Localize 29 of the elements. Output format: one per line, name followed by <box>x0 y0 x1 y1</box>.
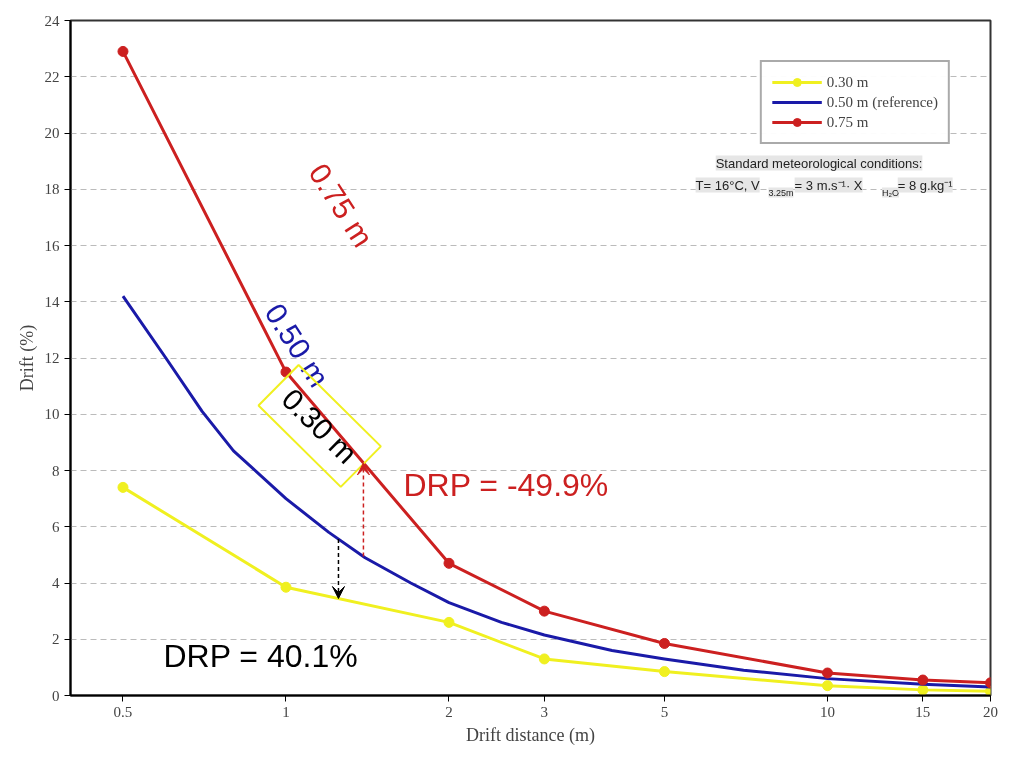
y-tick-label: 6 <box>52 518 60 535</box>
y-tick-label: 0 <box>52 687 60 704</box>
x-axis-title: Drift distance (m) <box>466 724 595 746</box>
y-tick-label: 10 <box>44 406 60 423</box>
y-tick-label: 24 <box>44 12 60 29</box>
y-tick-label: 16 <box>44 237 60 254</box>
x-tick-label: 2 <box>445 703 453 720</box>
y-tick-label: 14 <box>44 293 60 310</box>
x-tick-label: 20 <box>983 703 998 720</box>
y-axis-title: Drift (%) <box>16 324 38 392</box>
y-tick-label: 2 <box>52 631 60 648</box>
legend-label: 0.30 m <box>826 73 869 91</box>
y-tick-label: 22 <box>44 68 60 85</box>
annotation: DRP = -49.9% <box>403 466 609 503</box>
y-tick-label: 12 <box>44 350 60 366</box>
legend-label: 0.50 m (reference) <box>826 93 938 111</box>
x-tick-label: 3 <box>540 703 549 720</box>
x-tick-label: 15 <box>915 703 931 720</box>
x-tick-label: 10 <box>819 703 835 720</box>
y-tick-label: 8 <box>52 462 60 479</box>
x-tick-label: 5 <box>660 703 669 720</box>
legend-label: 0.75 m <box>826 113 869 131</box>
y-tick-label: 4 <box>52 575 60 591</box>
y-tick-label: 20 <box>44 125 60 141</box>
x-tick-label: 1 <box>282 703 290 720</box>
annotation: DRP = 40.1% <box>163 637 358 674</box>
x-tick-label: 0.5 <box>113 703 133 720</box>
annotation: Standard meteorological conditions: <box>715 155 923 171</box>
y-tick-label: 18 <box>44 181 60 198</box>
